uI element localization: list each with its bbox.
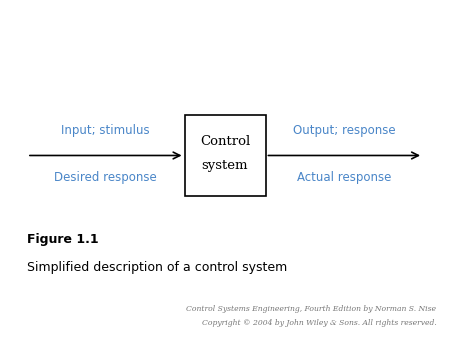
Text: Output; response: Output; response — [293, 124, 396, 137]
Text: Control: Control — [200, 136, 250, 148]
Text: Input; stimulus: Input; stimulus — [62, 124, 150, 137]
Text: Control Systems Engineering, Fourth Edition by Norman S. Nise: Control Systems Engineering, Fourth Edit… — [186, 305, 436, 313]
Text: Actual response: Actual response — [297, 171, 392, 184]
Bar — [184, 115, 266, 196]
Text: Simplified description of a control system: Simplified description of a control syst… — [27, 261, 287, 273]
Text: system: system — [202, 159, 248, 172]
Text: Figure 1.1: Figure 1.1 — [27, 234, 99, 246]
Text: Copyright © 2004 by John Wiley & Sons. All rights reserved.: Copyright © 2004 by John Wiley & Sons. A… — [202, 319, 436, 327]
Text: Desired response: Desired response — [54, 171, 157, 184]
